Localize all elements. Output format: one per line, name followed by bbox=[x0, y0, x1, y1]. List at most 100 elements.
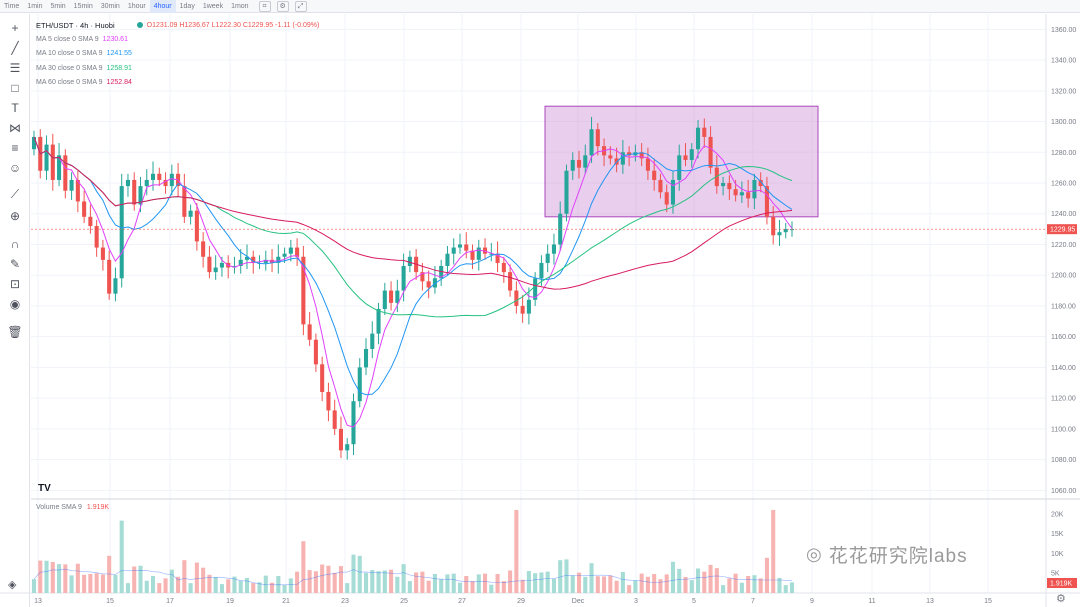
candle-body bbox=[664, 192, 669, 205]
volume-bar bbox=[451, 573, 456, 593]
timeframe-time[interactable]: Time bbox=[4, 2, 20, 10]
candle-body bbox=[382, 290, 387, 310]
layers-icon[interactable]: ◈ bbox=[8, 579, 17, 591]
candle-body bbox=[721, 183, 726, 187]
indicator-ma60[interactable]: MA 60 close 0 SMA 9 1252.84 bbox=[36, 75, 319, 89]
volume-bar bbox=[144, 580, 149, 593]
time-axis-label: 29 bbox=[517, 598, 525, 605]
candle-body bbox=[363, 348, 369, 368]
trash-icon[interactable]: 🗑 bbox=[7, 325, 23, 339]
candle-body bbox=[526, 299, 531, 314]
candle-body bbox=[313, 339, 318, 365]
volume-bar bbox=[758, 578, 763, 593]
price-axis-label: 1060.00 bbox=[1051, 488, 1076, 495]
pattern-icon[interactable]: ⋈ bbox=[9, 121, 21, 135]
volume-axis-label: 10K bbox=[1051, 551, 1064, 558]
candle-body bbox=[645, 158, 650, 171]
volume-legend[interactable]: Volume SMA 9 1.919K bbox=[36, 504, 109, 511]
horizontal-lines-icon[interactable]: ☰ bbox=[9, 61, 21, 75]
volume-bar bbox=[38, 560, 43, 593]
indicator-ma5[interactable]: MA 5 close 0 SMA 9 1230.61 bbox=[36, 32, 319, 46]
timeframe-15min[interactable]: 15min bbox=[73, 2, 93, 10]
ruler-icon[interactable]: ⟋ bbox=[10, 187, 20, 201]
chart-legend: ETH/USDT · 4h · Huobi O1231.09 H1236.67 … bbox=[36, 18, 319, 89]
timeframe-4hour[interactable]: 4hour bbox=[149, 0, 176, 13]
timeframe-1mon[interactable]: 1mon bbox=[231, 2, 249, 10]
settings-gear-icon[interactable]: ⚙ bbox=[1056, 593, 1066, 605]
volume-bar bbox=[583, 576, 588, 593]
volume-axis-label: 5K bbox=[1051, 571, 1060, 578]
trend-line-icon[interactable]: ╱ bbox=[11, 41, 19, 55]
candle-body bbox=[345, 444, 350, 451]
volume-bar bbox=[238, 580, 243, 593]
timeframe-5min[interactable]: 5min bbox=[50, 2, 66, 10]
candle-body bbox=[88, 216, 93, 227]
candle-body bbox=[771, 216, 776, 236]
volume-bar bbox=[608, 575, 613, 593]
volume-bar bbox=[445, 574, 450, 593]
candle-body bbox=[702, 127, 707, 137]
timeframe-1min[interactable]: 1min bbox=[27, 2, 43, 10]
text-icon[interactable]: T bbox=[11, 101, 19, 115]
indicator-ma10[interactable]: MA 10 close 0 SMA 9 1241.55 bbox=[36, 47, 319, 61]
magnet-icon[interactable]: ∩ bbox=[10, 237, 20, 251]
volume-bar bbox=[501, 581, 506, 593]
fib-icon[interactable]: ≡ bbox=[11, 141, 19, 155]
indicator-value: 1230.61 bbox=[102, 35, 128, 43]
candle-body bbox=[520, 305, 525, 314]
volume-bar bbox=[783, 585, 788, 593]
timeframe-1day[interactable]: 1day bbox=[179, 2, 195, 10]
volume-bar bbox=[439, 579, 444, 593]
candle-body bbox=[144, 179, 149, 187]
volume-bar bbox=[88, 574, 93, 593]
time-axis-label: 17 bbox=[166, 598, 174, 605]
crosshair-icon[interactable]: + bbox=[11, 21, 19, 35]
volume-bar bbox=[595, 576, 600, 593]
volume-bar bbox=[470, 581, 475, 593]
candle-body bbox=[539, 262, 544, 279]
candle-body bbox=[376, 309, 381, 334]
indicator-ma30[interactable]: MA 30 close 0 SMA 9 1258.91 bbox=[36, 61, 319, 75]
volume-label: Volume SMA 9 bbox=[36, 504, 82, 511]
lock-icon[interactable]: ⊡ bbox=[9, 277, 21, 291]
candle-body bbox=[57, 155, 62, 180]
candle-body bbox=[276, 256, 281, 263]
timeframe-1week[interactable]: 1week bbox=[202, 2, 224, 10]
candle-body bbox=[401, 265, 406, 291]
volume-bar bbox=[564, 559, 569, 593]
eye-icon[interactable]: ◉ bbox=[9, 297, 21, 311]
candle-body bbox=[338, 428, 343, 451]
volume-bar bbox=[213, 576, 218, 593]
emoji-icon[interactable]: ☺ bbox=[8, 161, 22, 175]
indicator-value: 1258.91 bbox=[106, 64, 132, 72]
volume-bar bbox=[645, 576, 650, 593]
volume-bar bbox=[176, 576, 181, 593]
indicators-icon[interactable]: ⚙ bbox=[276, 0, 289, 12]
volume-bar bbox=[169, 569, 174, 593]
rectangle-icon[interactable]: □ bbox=[11, 81, 19, 95]
zoom-icon[interactable]: ⊕ bbox=[9, 209, 21, 223]
volume-bar bbox=[777, 577, 782, 593]
chart-type-icon[interactable]: ⌗ bbox=[258, 0, 271, 12]
lock-drawing-icon[interactable]: ✎ bbox=[9, 257, 21, 271]
wechat-icon: ◎ bbox=[806, 544, 823, 564]
volume-bar bbox=[395, 576, 400, 593]
timeframe-1hour[interactable]: 1hour bbox=[127, 2, 146, 10]
current-volume-label: 1.919K bbox=[1050, 581, 1073, 588]
ma-line bbox=[33, 136, 793, 290]
price-axis-label: 1240.00 bbox=[1051, 211, 1076, 218]
volume-bar bbox=[727, 578, 732, 593]
candle-body bbox=[670, 179, 676, 205]
candle-body bbox=[658, 179, 663, 193]
candle-body bbox=[695, 127, 701, 150]
fullscreen-icon[interactable]: ⤢ bbox=[294, 0, 307, 12]
candle-body bbox=[69, 179, 74, 191]
indicator-label: MA 60 close 0 SMA 9 bbox=[36, 78, 103, 86]
candle-body bbox=[332, 410, 337, 429]
candle-body bbox=[620, 152, 625, 165]
candle-body bbox=[489, 253, 494, 255]
volume-bar bbox=[420, 571, 425, 593]
volume-bar bbox=[464, 575, 469, 593]
timeframe-30min[interactable]: 30min bbox=[100, 2, 120, 10]
